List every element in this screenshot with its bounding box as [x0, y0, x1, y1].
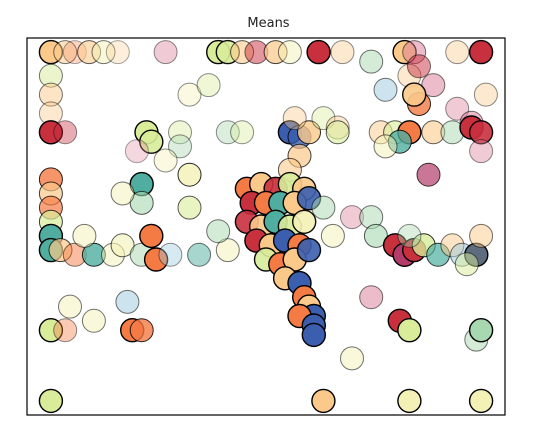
scatter-point-54	[473, 82, 498, 107]
scatter-point-77	[110, 233, 135, 258]
scatter-point-32	[168, 134, 192, 159]
scatter-point-85	[110, 181, 135, 206]
scatter-point-101	[292, 209, 317, 235]
scatter-point-28	[177, 82, 202, 107]
scatter-point-138	[58, 294, 82, 319]
scatter-point-13	[306, 39, 331, 65]
scatter-point-27	[168, 120, 192, 145]
scatter-point-84	[129, 190, 154, 215]
scatter-point-143	[129, 318, 154, 343]
scatter-point-6	[153, 40, 178, 65]
points-layer	[38, 39, 498, 414]
scatter-point-146	[397, 318, 422, 343]
scatter-point-37	[297, 120, 321, 145]
scatter-point-1	[53, 40, 78, 65]
scatter-point-29	[196, 73, 221, 98]
scatter-point-82	[187, 242, 212, 267]
scatter-point-148	[468, 318, 494, 343]
scatter-point-109	[296, 237, 322, 263]
scatter-point-86	[72, 223, 97, 248]
scatter-point-18	[468, 39, 494, 65]
scatter-point-80	[139, 223, 164, 249]
scatter-point-14	[330, 40, 355, 65]
scatter-point-30	[215, 120, 240, 145]
scatter-point-119	[206, 219, 231, 244]
scatter-point-121	[320, 223, 345, 248]
scatter-point-42	[282, 106, 307, 131]
scatter-point-31	[230, 120, 255, 145]
scatter-point-59	[373, 134, 398, 159]
scatter-point-79	[143, 247, 169, 272]
scatter-point-25	[139, 129, 164, 154]
scatter-point-26	[124, 139, 149, 164]
scatter-point-45	[359, 49, 384, 74]
scatter-point-51	[402, 82, 427, 107]
scatter-point-149	[38, 388, 64, 414]
scatter-point-64	[469, 139, 494, 164]
scatter-point-12	[277, 40, 302, 65]
scatter-point-117	[301, 322, 326, 348]
axes-frame	[26, 37, 506, 416]
scatter-point-118	[215, 238, 240, 263]
scatter-point-5	[105, 40, 130, 65]
scatter-point-4	[91, 40, 116, 65]
scatter-point-151	[397, 388, 422, 414]
scatter-point-139	[81, 308, 106, 333]
scatter-point-63	[468, 120, 494, 145]
scatter-point-144	[340, 346, 364, 371]
scatter-point-46	[373, 77, 398, 102]
scatter-point-17	[445, 40, 470, 65]
scatter-point-81	[158, 242, 183, 267]
scatter-point-23	[53, 120, 78, 145]
scatter-point-134	[454, 252, 479, 277]
scatter-point-150	[311, 388, 336, 414]
scatter-point-137	[115, 289, 140, 314]
scatter-point-66	[177, 162, 202, 187]
scatter-point-22	[38, 120, 64, 145]
scatter-point-44	[325, 120, 350, 145]
scatter-point-152	[468, 388, 494, 414]
scatter-point-20	[38, 82, 63, 107]
scatter-point-133	[469, 223, 494, 248]
scatter-point-40	[311, 106, 336, 131]
scatter-point-48	[407, 54, 431, 79]
scatter-point-135	[359, 285, 384, 310]
scatter-point-34	[177, 195, 202, 220]
chart-title: Means	[247, 16, 290, 31]
scatter-point-140	[38, 318, 64, 343]
scatter-point-65	[416, 162, 441, 187]
scatter-point-136	[397, 223, 422, 248]
scatter-point-33	[153, 148, 178, 173]
scatter-point-120	[311, 195, 336, 220]
scatter-point-141	[53, 318, 78, 343]
